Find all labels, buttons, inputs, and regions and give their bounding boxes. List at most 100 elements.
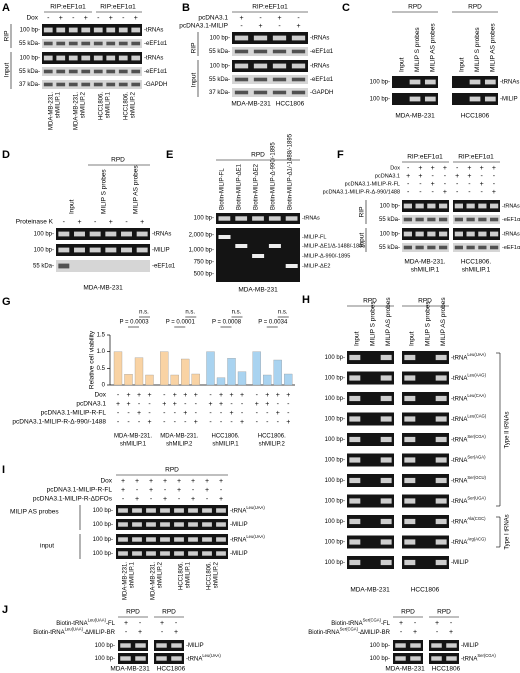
label-part: -tRNA bbox=[451, 396, 467, 402]
label-superscript: Ser(UGA) bbox=[467, 496, 486, 501]
gel-band bbox=[156, 643, 167, 648]
bar bbox=[263, 374, 272, 386]
sign: - bbox=[468, 181, 471, 188]
cell-label: MDA-MB-231 bbox=[385, 666, 425, 673]
cell-label: HCC1806 bbox=[157, 666, 186, 673]
header: RIP:eEF1α1 bbox=[100, 4, 136, 11]
sample-label: HCC1806. bbox=[179, 562, 185, 590]
gel-band bbox=[484, 96, 496, 102]
gel-image bbox=[118, 653, 148, 664]
gel-band bbox=[74, 231, 85, 237]
gel-image bbox=[453, 243, 500, 252]
sign: - bbox=[266, 419, 269, 426]
header: RPD bbox=[437, 609, 451, 616]
gel-band bbox=[404, 375, 416, 381]
gel-band bbox=[174, 537, 184, 542]
size-marker: 100 bp- bbox=[325, 417, 345, 423]
sign: - bbox=[241, 401, 244, 408]
gel-band bbox=[68, 82, 78, 87]
sign: + bbox=[219, 392, 223, 399]
size-marker: 100 bp- bbox=[325, 478, 345, 484]
label-superscript: Leu(CAA) bbox=[467, 393, 486, 398]
gel-band bbox=[291, 77, 306, 82]
gel-band bbox=[435, 559, 447, 566]
gel-band bbox=[131, 69, 141, 74]
panel-letter: A bbox=[2, 2, 10, 14]
band-label: -MILIP-ΔE2 bbox=[302, 263, 330, 269]
band-label: -tRNALeu(CAA) bbox=[451, 393, 486, 402]
sign: + bbox=[109, 15, 113, 22]
gel-band bbox=[253, 49, 268, 54]
band-label: -MILIP bbox=[461, 643, 479, 649]
size-marker: 55 kDa- bbox=[379, 217, 400, 223]
size-marker: 500 bp- bbox=[194, 272, 214, 278]
gel-band bbox=[216, 537, 226, 542]
sign: - bbox=[431, 173, 434, 180]
band-label: -tRNAs bbox=[152, 232, 171, 238]
group-label: MDA-MB-231. bbox=[114, 434, 152, 440]
gel-band bbox=[93, 69, 103, 74]
gel-band bbox=[478, 245, 487, 250]
size-marker: 100 bp- bbox=[34, 248, 54, 254]
cell-label: HCC1806. bbox=[461, 259, 492, 266]
column-label: MILIP S probes bbox=[101, 169, 108, 214]
sign: + bbox=[399, 620, 403, 627]
bar bbox=[206, 351, 215, 386]
size-marker: 100 bp- bbox=[325, 458, 345, 464]
sign: + bbox=[455, 173, 459, 180]
sign: + bbox=[276, 410, 280, 417]
gel-image bbox=[429, 640, 459, 651]
sign: + bbox=[229, 392, 233, 399]
band-label: -MILIP-Δ-990/-1895 bbox=[302, 253, 350, 259]
gel-band bbox=[435, 416, 447, 422]
sign: + bbox=[191, 478, 195, 485]
gel-band bbox=[202, 537, 212, 542]
gel-band bbox=[202, 551, 212, 556]
sign: + bbox=[431, 165, 435, 172]
gel-band bbox=[131, 82, 141, 87]
label-superscript: Ser(CGA) bbox=[363, 618, 382, 623]
gel-band bbox=[435, 395, 447, 402]
sample-label: shMILIP.2 bbox=[131, 91, 137, 118]
row-label: pcDNA3.1-MILIP-R-FL bbox=[345, 181, 400, 187]
gel-band bbox=[404, 395, 416, 402]
band-label: -tRNAAla(CGC) bbox=[451, 516, 486, 525]
sample-label: MDA-MB-231. bbox=[123, 562, 129, 600]
header: RPD bbox=[251, 152, 265, 159]
gel-band bbox=[349, 498, 361, 504]
gel-image bbox=[116, 548, 228, 559]
bar bbox=[273, 359, 282, 386]
gel-band bbox=[43, 82, 53, 87]
sample-label: shMILIP.2 bbox=[81, 91, 87, 118]
cell-label: MDA-MB-231 bbox=[350, 587, 390, 594]
group-label: HCC1806. bbox=[258, 434, 286, 440]
sign: + bbox=[137, 410, 141, 417]
gel-band bbox=[106, 55, 116, 61]
sign: + bbox=[121, 478, 125, 485]
side-label: RIP bbox=[359, 207, 366, 218]
sign: + bbox=[121, 487, 125, 494]
gel-band bbox=[43, 55, 53, 61]
sign: + bbox=[147, 392, 151, 399]
gel-band bbox=[268, 216, 281, 221]
gel-band bbox=[403, 245, 412, 250]
sample-label: shMILIP.1 bbox=[106, 91, 112, 118]
band-label: -tRNALeu(AAG) bbox=[451, 373, 487, 382]
header: RPD bbox=[126, 609, 140, 616]
gel-band bbox=[131, 41, 141, 46]
sign: + bbox=[138, 629, 142, 636]
label-superscript: Ser(CGA) bbox=[477, 653, 496, 658]
band-label: -tRNALeu(CAG) bbox=[451, 414, 487, 423]
gel-band bbox=[415, 217, 424, 222]
sign: - bbox=[125, 629, 128, 636]
row-label: pcDNA3.1-MILIP bbox=[179, 23, 228, 30]
gel-band bbox=[427, 217, 436, 222]
column-label: Input bbox=[399, 57, 406, 72]
gel-band bbox=[218, 216, 231, 221]
header: RPD bbox=[162, 609, 176, 616]
sign: + bbox=[286, 419, 290, 426]
band-label: -MILIP bbox=[230, 551, 248, 557]
gel-image bbox=[347, 494, 394, 508]
header: RPD bbox=[363, 298, 377, 305]
sign: + bbox=[240, 419, 244, 426]
